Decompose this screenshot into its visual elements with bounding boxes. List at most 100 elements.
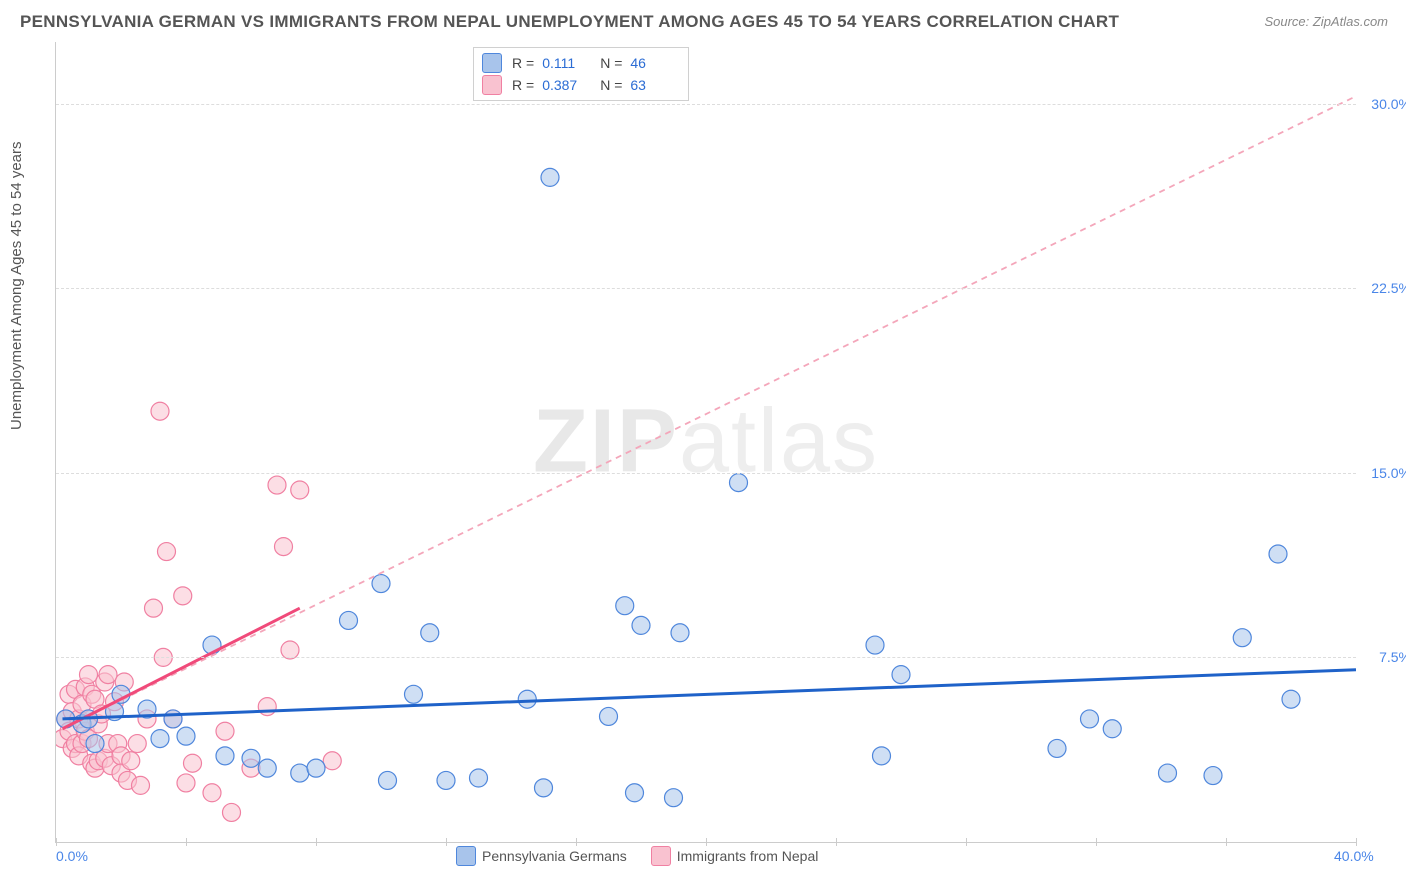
trend-line <box>63 96 1357 729</box>
x-tick <box>966 838 967 846</box>
gridline <box>56 288 1356 289</box>
data-point <box>1204 767 1222 785</box>
legend-swatch <box>456 846 476 866</box>
y-tick-label: 7.5% <box>1379 649 1406 665</box>
data-point <box>122 752 140 770</box>
x-tick-label: 40.0% <box>1334 848 1374 864</box>
data-point <box>307 759 325 777</box>
data-point <box>151 402 169 420</box>
data-point <box>632 616 650 634</box>
data-point <box>216 722 234 740</box>
source-credit: Source: ZipAtlas.com <box>1264 14 1388 29</box>
data-point <box>258 759 276 777</box>
data-point <box>242 749 260 767</box>
data-point <box>665 789 683 807</box>
x-tick <box>1226 838 1227 846</box>
data-point <box>541 168 559 186</box>
data-point <box>291 764 309 782</box>
data-point <box>223 803 241 821</box>
legend-item: Immigrants from Nepal <box>651 846 819 866</box>
data-point <box>535 779 553 797</box>
stat-r-label: R = <box>512 52 534 74</box>
data-point <box>258 698 276 716</box>
data-point <box>730 474 748 492</box>
x-tick-label: 0.0% <box>56 848 88 864</box>
stat-n-value: 63 <box>630 74 680 96</box>
chart-plot-area: ZIPatlas R =0.111N =46R =0.387N =63 Penn… <box>55 42 1356 843</box>
data-point <box>268 476 286 494</box>
gridline <box>56 657 1356 658</box>
data-point <box>99 666 117 684</box>
x-tick <box>56 838 57 846</box>
stats-row: R = 0.387 N = 63 <box>482 74 680 96</box>
data-point <box>1269 545 1287 563</box>
data-point <box>866 636 884 654</box>
stat-r-value: 0.387 <box>542 74 592 96</box>
data-point <box>80 666 98 684</box>
y-tick-label: 22.5% <box>1371 280 1406 296</box>
data-point <box>177 727 195 745</box>
data-point <box>177 774 195 792</box>
data-point <box>1233 629 1251 647</box>
correlation-stats-box: R = 0.111 N = 46 R = 0.387 N = 63 <box>473 47 689 101</box>
data-point <box>340 611 358 629</box>
x-tick <box>186 838 187 846</box>
stat-r-value: 0.111 <box>542 52 592 74</box>
x-tick <box>1096 838 1097 846</box>
data-point <box>873 747 891 765</box>
stats-row: R = 0.111 N = 46 <box>482 52 680 74</box>
legend-label: Immigrants from Nepal <box>677 848 819 864</box>
bottom-legend: Pennsylvania Germans Immigrants from Nepa… <box>456 846 818 866</box>
data-point <box>128 735 146 753</box>
data-point <box>86 735 104 753</box>
stat-n-label: N = <box>600 74 622 96</box>
stat-n-value: 46 <box>630 52 680 74</box>
data-point <box>281 641 299 659</box>
legend-swatch <box>482 53 502 73</box>
data-point <box>1048 739 1066 757</box>
x-tick <box>316 838 317 846</box>
data-point <box>405 685 423 703</box>
legend-swatch <box>482 75 502 95</box>
data-point <box>1103 720 1121 738</box>
data-point <box>1081 710 1099 728</box>
legend-item: Pennsylvania Germans <box>456 846 627 866</box>
stat-r-label: R = <box>512 74 534 96</box>
data-point <box>291 481 309 499</box>
y-tick-label: 15.0% <box>1371 465 1406 481</box>
data-point <box>379 771 397 789</box>
data-point <box>1282 690 1300 708</box>
data-point <box>158 543 176 561</box>
data-point <box>421 624 439 642</box>
data-point <box>323 752 341 770</box>
gridline <box>56 473 1356 474</box>
trend-line <box>63 670 1357 719</box>
data-point <box>275 538 293 556</box>
scatter-plot-svg <box>56 42 1356 842</box>
x-tick <box>1356 838 1357 846</box>
data-point <box>151 730 169 748</box>
x-tick <box>836 838 837 846</box>
data-point <box>437 771 455 789</box>
y-tick-label: 30.0% <box>1371 96 1406 112</box>
x-tick <box>706 838 707 846</box>
data-point <box>184 754 202 772</box>
stat-n-label: N = <box>600 52 622 74</box>
data-point <box>470 769 488 787</box>
data-point <box>892 666 910 684</box>
legend-label: Pennsylvania Germans <box>482 848 627 864</box>
data-point <box>216 747 234 765</box>
data-point <box>372 575 390 593</box>
data-point <box>518 690 536 708</box>
chart-title: PENNSYLVANIA GERMAN VS IMMIGRANTS FROM N… <box>20 12 1119 32</box>
data-point <box>164 710 182 728</box>
data-point <box>626 784 644 802</box>
data-point <box>203 784 221 802</box>
data-point <box>132 776 150 794</box>
data-point <box>616 597 634 615</box>
data-point <box>671 624 689 642</box>
data-point <box>1159 764 1177 782</box>
legend-swatch <box>651 846 671 866</box>
data-point <box>600 707 618 725</box>
data-point <box>174 587 192 605</box>
